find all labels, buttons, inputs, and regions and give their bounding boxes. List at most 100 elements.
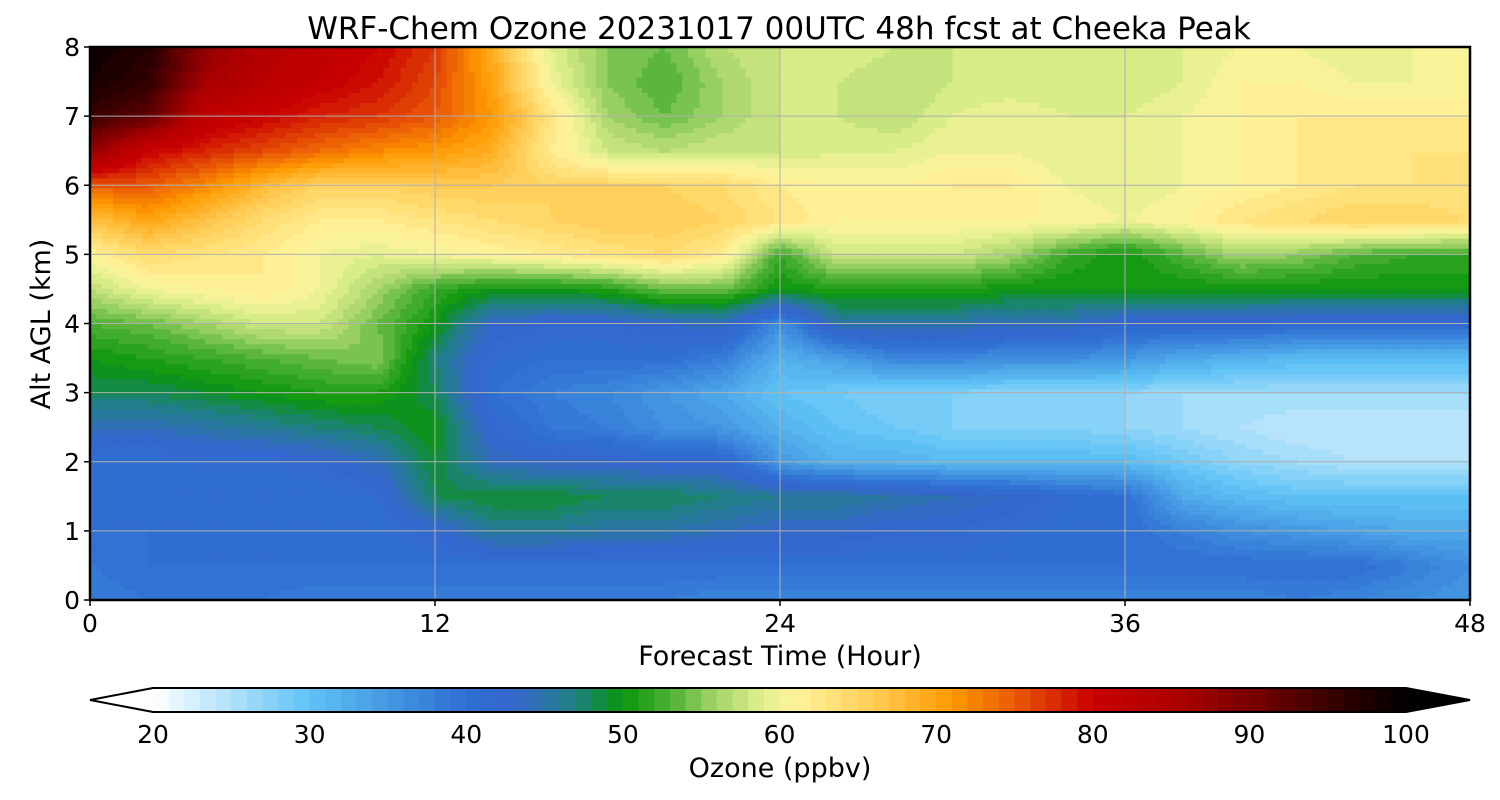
ozone-cell bbox=[1142, 559, 1149, 566]
ozone-cell bbox=[659, 544, 666, 551]
ozone-cell bbox=[251, 524, 258, 531]
ozone-cell bbox=[1199, 524, 1207, 531]
ozone-cell bbox=[354, 584, 361, 591]
ozone-cell bbox=[751, 564, 758, 571]
ozone-cell bbox=[308, 534, 315, 541]
ozone-cell bbox=[780, 549, 787, 556]
ozone-cell bbox=[745, 594, 752, 600]
ozone-cell bbox=[1257, 529, 1264, 536]
ozone-cell bbox=[1056, 579, 1063, 586]
ozone-cell bbox=[854, 549, 862, 556]
ozone-cell bbox=[412, 504, 419, 511]
ozone-cell bbox=[1389, 589, 1396, 596]
ozone-cell bbox=[412, 549, 419, 556]
ozone-cell bbox=[366, 579, 373, 586]
ozone-cell bbox=[1280, 589, 1287, 596]
ozone-cell bbox=[1366, 524, 1373, 531]
ozone-cell bbox=[354, 509, 361, 516]
ozone-cell bbox=[900, 579, 908, 586]
ozone-cell bbox=[693, 544, 701, 551]
ozone-cell bbox=[849, 569, 856, 576]
ozone-cell bbox=[768, 564, 775, 571]
ozone-cell bbox=[676, 519, 683, 526]
ozone-cell bbox=[1188, 564, 1195, 571]
ozone-cell bbox=[1188, 519, 1195, 526]
ozone-cell bbox=[699, 574, 706, 581]
ozone-cell bbox=[1217, 539, 1224, 546]
ozone-cell bbox=[1337, 514, 1345, 521]
ozone-cell bbox=[1125, 564, 1132, 571]
ozone-cell bbox=[923, 514, 931, 521]
ozone-cell bbox=[1153, 509, 1161, 516]
ozone-cell bbox=[1102, 549, 1109, 556]
ozone-cell bbox=[688, 504, 695, 511]
ozone-cell bbox=[141, 569, 149, 576]
ozone-cell bbox=[923, 544, 931, 551]
ozone-cell bbox=[1280, 539, 1287, 546]
ozone-cell bbox=[130, 569, 137, 576]
ozone-cell bbox=[544, 504, 551, 511]
ozone-cell bbox=[187, 559, 195, 566]
ozone-cell bbox=[573, 589, 580, 596]
ozone-cell bbox=[837, 589, 844, 596]
ozone-cell bbox=[337, 549, 344, 556]
ozone-cell bbox=[1033, 519, 1040, 526]
ozone-cell bbox=[1199, 589, 1207, 596]
ozone-cell bbox=[279, 584, 287, 591]
ozone-cell bbox=[849, 494, 856, 501]
ozone-cell bbox=[992, 514, 1000, 521]
ozone-cell bbox=[187, 574, 195, 581]
ozone-cell bbox=[624, 584, 632, 591]
ozone-cell bbox=[130, 534, 137, 541]
ozone-cell bbox=[147, 589, 154, 596]
ozone-cell bbox=[400, 559, 407, 566]
ozone-cell bbox=[900, 549, 908, 556]
ozone-cell bbox=[1217, 504, 1224, 511]
ozone-cell bbox=[532, 524, 540, 531]
ozone-cell bbox=[532, 504, 540, 511]
ozone-cell bbox=[1314, 584, 1322, 591]
ozone-cell bbox=[1257, 499, 1264, 506]
ozone-cell bbox=[1424, 544, 1431, 551]
ozone-cell bbox=[417, 559, 425, 566]
ozone-cell bbox=[722, 579, 729, 586]
ozone-cell bbox=[1130, 584, 1138, 591]
ozone-cell bbox=[722, 564, 729, 571]
ozone-cell bbox=[463, 559, 471, 566]
ozone-cell bbox=[814, 554, 821, 561]
ozone-cell bbox=[1234, 589, 1241, 596]
ozone-cell bbox=[780, 539, 787, 546]
ozone-cell bbox=[1464, 569, 1470, 576]
ozone-cell bbox=[394, 519, 402, 526]
ozone-cell bbox=[900, 594, 908, 600]
ozone-cell bbox=[1240, 504, 1247, 511]
ozone-cell bbox=[394, 579, 402, 586]
ozone-cell bbox=[1090, 554, 1097, 561]
ozone-cell bbox=[1401, 514, 1408, 521]
ozone-cell bbox=[245, 519, 252, 526]
ozone-cell bbox=[1378, 594, 1385, 600]
ozone-cell bbox=[193, 544, 200, 551]
ozone-cell bbox=[182, 504, 189, 511]
ozone-cell bbox=[975, 494, 982, 501]
ozone-cell bbox=[521, 529, 528, 536]
ozone-cell bbox=[716, 574, 724, 581]
ozone-cell bbox=[1125, 529, 1132, 536]
ozone-cell bbox=[371, 594, 379, 600]
ozone-cell bbox=[734, 494, 741, 501]
ozone-cell bbox=[1176, 514, 1184, 521]
ozone-cell bbox=[1176, 569, 1184, 576]
ozone-cell bbox=[1027, 589, 1034, 596]
ozone-cell bbox=[262, 594, 269, 600]
ozone-cell bbox=[1372, 539, 1379, 546]
ozone-cell bbox=[1320, 574, 1327, 581]
ozone-cell bbox=[561, 524, 568, 531]
ozone-cell bbox=[504, 529, 511, 536]
ozone-cell bbox=[417, 549, 425, 556]
ozone-cell bbox=[780, 569, 787, 576]
ozone-cell bbox=[688, 579, 695, 586]
ozone-cell bbox=[118, 534, 126, 541]
ozone-cell bbox=[952, 574, 959, 581]
ozone-cell bbox=[233, 579, 241, 586]
ozone-cell bbox=[1090, 524, 1097, 531]
